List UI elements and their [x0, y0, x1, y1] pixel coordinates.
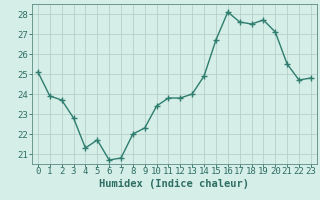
- X-axis label: Humidex (Indice chaleur): Humidex (Indice chaleur): [100, 179, 249, 189]
